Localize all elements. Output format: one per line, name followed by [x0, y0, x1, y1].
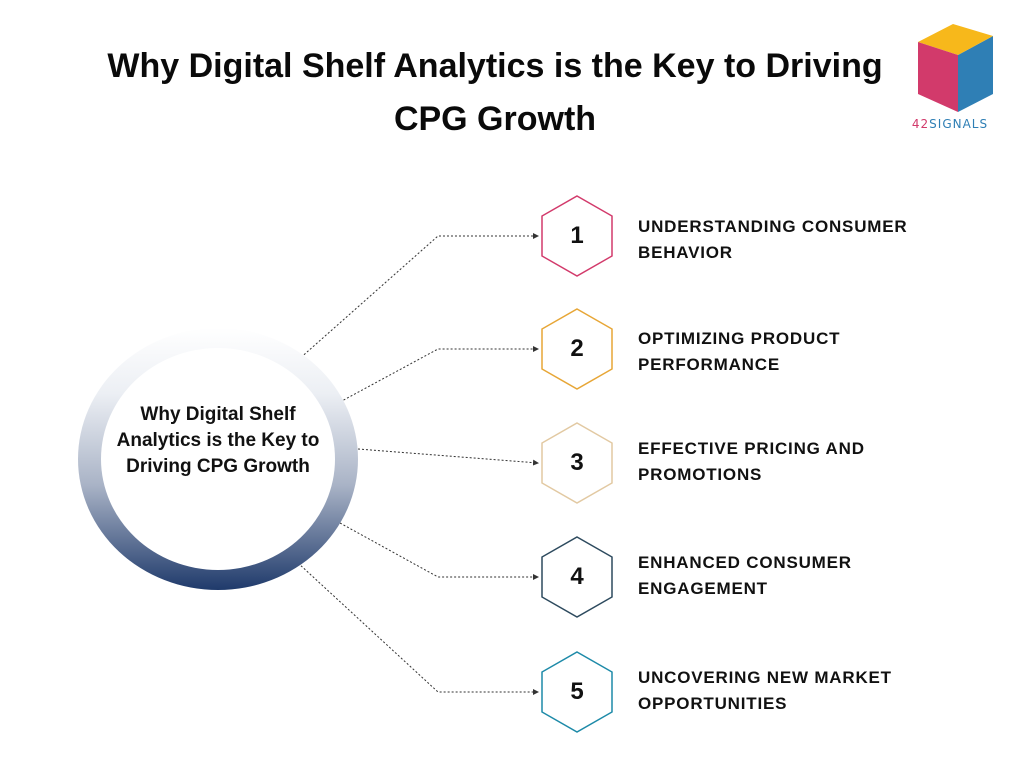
hexagon-1 — [541, 195, 613, 277]
item-label-5: UNCOVERING NEW MARKET OPPORTUNITIES — [638, 668, 892, 713]
connector-5 — [297, 562, 539, 695]
hexagon-2 — [541, 308, 613, 390]
hexagon-number-3: 3 — [570, 449, 584, 476]
logo-left-face — [918, 42, 958, 112]
item-label-2: OPTIMIZING PRODUCT PERFORMANCE — [638, 329, 841, 374]
hexagon-number-1: 1 — [570, 222, 584, 249]
hexagon-4 — [541, 536, 613, 618]
center-circle-text: Why Digital Shelf Analytics is the Key t… — [116, 404, 320, 477]
connector-4 — [339, 522, 539, 580]
item-label-1: UNDERSTANDING CONSUMER BEHAVIOR — [638, 217, 908, 262]
page-title: Why Digital Shelf Analytics is the Key t… — [107, 47, 883, 138]
cube-logo-icon — [918, 24, 993, 112]
logo-right-face — [958, 36, 993, 112]
center-circle — [101, 348, 335, 570]
connector-2 — [339, 346, 539, 403]
item-label-3: EFFECTIVE PRICING AND PROMOTIONS — [638, 439, 865, 484]
logo-number: 42 — [911, 117, 930, 131]
hexagon-5 — [541, 651, 613, 733]
hexagon-number-4: 4 — [570, 563, 584, 590]
hexagon-outline — [541, 308, 613, 390]
hexagon-3 — [541, 422, 613, 504]
hexagon-number-2: 2 — [570, 335, 584, 362]
hexagon-outline — [541, 536, 613, 618]
hexagon-outline — [541, 422, 613, 504]
hexagon-outline — [541, 651, 613, 733]
hexagon-number-5: 5 — [570, 678, 584, 705]
item-label-4: ENHANCED CONSUMER ENGAGEMENT — [638, 553, 852, 598]
logo-top-face — [918, 24, 993, 55]
hexagon-outline — [541, 195, 613, 277]
logo-wordmark: 42SIGNALS — [900, 117, 1000, 131]
connector-3 — [357, 448, 539, 466]
logo-word: SIGNALS — [929, 117, 989, 131]
connector-1 — [297, 233, 539, 361]
